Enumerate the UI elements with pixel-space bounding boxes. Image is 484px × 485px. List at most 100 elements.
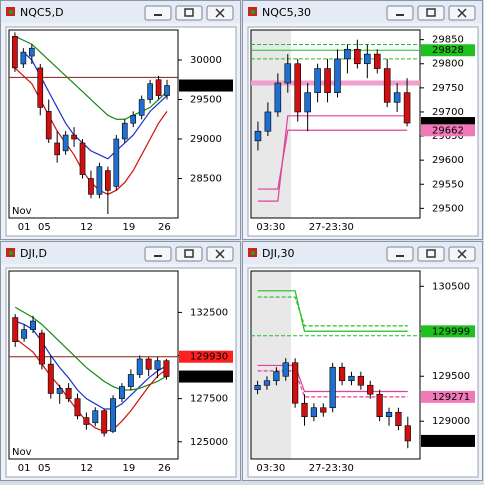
candle-body (254, 130, 262, 142)
candle-body (273, 371, 280, 382)
price-label-box (179, 79, 233, 92)
candle-body (88, 178, 94, 195)
candle-body (274, 82, 282, 113)
candle-body (292, 362, 299, 404)
candle-body (376, 393, 383, 418)
button-glyph (426, 8, 436, 17)
candle-body (101, 410, 108, 434)
indicator-line (257, 290, 408, 332)
button-glyph (426, 249, 436, 258)
indicator-line (14, 306, 167, 391)
candle-body (264, 111, 272, 132)
candle-body (56, 387, 63, 394)
candle-body (138, 99, 145, 116)
window-title: NQC5,30 (262, 6, 311, 19)
candle-body (301, 402, 308, 418)
candle-body (136, 358, 143, 375)
candle-body (282, 362, 289, 377)
indicator-line (22, 51, 168, 160)
candle-body (38, 332, 45, 365)
candle-body (338, 366, 346, 382)
x-tick-label: 27-23:30 (309, 222, 354, 233)
candle-body (348, 375, 355, 382)
candle-body (30, 320, 36, 330)
candle-body (45, 111, 52, 140)
candle-body (329, 366, 336, 409)
candle-body (383, 68, 391, 103)
button-glyph (457, 8, 467, 18)
x-tick-label: 05 (38, 222, 51, 233)
candle-body (83, 417, 90, 425)
candle-body (130, 115, 137, 124)
y-tick-label: 29800 (432, 59, 464, 70)
window-button[interactable] (175, 246, 203, 262)
price-label-box (179, 350, 233, 363)
x-tick-label: 12 (80, 222, 93, 233)
candle-body (105, 170, 111, 191)
y-tick-label: 30000 (190, 55, 222, 66)
window-button[interactable] (144, 5, 172, 21)
candle-body (20, 51, 27, 65)
window-button[interactable] (417, 5, 445, 21)
window-button[interactable] (386, 5, 414, 21)
price-label: 129930 (190, 352, 228, 363)
y-tick-label: 129500 (432, 371, 470, 382)
plot-border (250, 270, 421, 460)
candle-body (47, 363, 54, 394)
candle-body (395, 411, 402, 427)
window-button[interactable] (175, 5, 203, 21)
y-tick-label: 29550 (432, 179, 464, 190)
candle-body (163, 360, 170, 377)
x-tick-label: 01 (18, 463, 31, 474)
price-label-box (421, 44, 475, 57)
month-label: Nov (12, 447, 32, 458)
y-tick-label: 29500 (190, 95, 222, 106)
button-glyph (457, 249, 467, 259)
button-glyph (215, 8, 225, 18)
window-icon-inner (251, 10, 255, 14)
candle-body (334, 58, 341, 93)
candle-body (155, 79, 162, 96)
price-label: 29828 (432, 45, 464, 56)
price-label: 128781 (432, 436, 470, 447)
month-label: Nov (12, 206, 32, 217)
x-tick-label: 19 (123, 222, 136, 233)
window-button[interactable] (144, 246, 172, 262)
candle-body (314, 68, 321, 93)
x-tick-label: 26 (158, 222, 171, 233)
y-tick-label: 29750 (432, 83, 464, 94)
y-tick-label: 127500 (190, 394, 228, 405)
candle-body (92, 410, 99, 424)
indicator-line (257, 296, 408, 327)
candle-body (12, 36, 18, 69)
candle-body (62, 134, 69, 152)
plot-border (250, 29, 421, 219)
candle-body (385, 411, 393, 418)
price-label-box (421, 390, 475, 403)
candle-body (364, 53, 371, 65)
candle-body (54, 142, 61, 156)
candle-body (74, 398, 81, 417)
candle-body (154, 360, 161, 370)
plot-border (8, 29, 179, 219)
candle-body (145, 358, 152, 370)
candle-body (354, 48, 361, 65)
candle-body (147, 83, 153, 100)
price-label-box (421, 325, 475, 338)
window-icon-inner (9, 251, 13, 255)
candle-body (164, 85, 170, 96)
candle-body (79, 142, 86, 175)
price-label-box (421, 124, 475, 137)
candle-body (357, 375, 364, 386)
candle-body (127, 374, 134, 387)
candle-body (393, 92, 401, 103)
price-label-box (421, 117, 475, 130)
candle-body (310, 407, 318, 418)
y-tick-label: 29000 (190, 134, 222, 145)
candle-body (403, 92, 411, 124)
price-label: 29677 (432, 118, 464, 129)
window-button[interactable] (417, 246, 445, 262)
window-button[interactable] (386, 246, 414, 262)
candle-body (21, 329, 28, 339)
